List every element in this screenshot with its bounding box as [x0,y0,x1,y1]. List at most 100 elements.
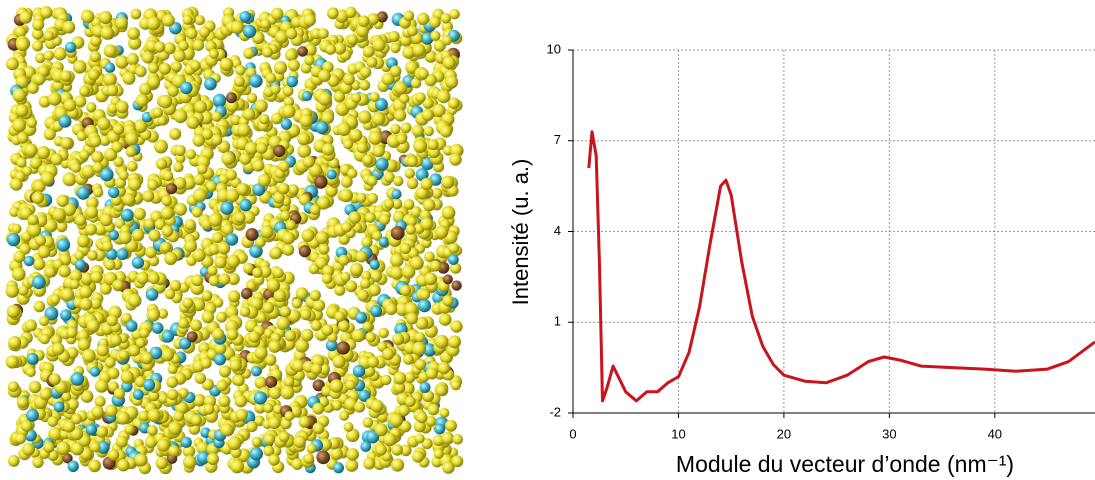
atom [182,176,196,190]
atom [37,245,51,259]
atom [356,141,369,154]
atom [207,265,218,276]
atom [43,50,55,61]
atom [295,338,310,353]
atom [425,367,438,380]
atom [421,108,434,122]
atom [278,431,290,443]
atom [284,411,295,422]
atom [327,7,339,19]
atom [147,179,159,191]
atom [76,131,87,142]
atom [242,24,257,39]
atom [234,394,248,408]
atom [141,352,153,364]
atom [309,289,321,302]
atom [118,170,129,181]
atom [297,132,310,146]
atom [79,149,90,161]
atom [254,401,266,414]
atom [99,10,113,25]
atom [116,248,129,261]
atom [351,93,362,103]
atom [148,272,160,285]
atom [354,401,366,413]
atom [186,116,200,129]
atom [368,131,383,145]
atom [168,445,180,457]
atom [318,69,331,82]
atom [391,189,402,200]
atom [71,413,82,425]
atom [378,236,389,247]
atom [16,396,29,408]
atom [74,259,86,271]
atom [404,396,416,407]
atom [194,15,205,26]
atom [92,162,104,173]
atom [277,182,290,195]
atom [26,352,39,365]
atom [14,25,27,38]
atom [43,441,55,453]
atom [151,322,164,334]
atom [230,459,245,474]
atom [225,188,240,203]
atom [357,289,369,302]
atom [252,159,265,172]
atom [126,53,139,66]
atom [174,144,186,157]
atom [384,198,395,209]
x-tick-label: 30 [882,426,896,441]
atom [89,441,101,453]
atom [439,407,450,418]
atom [115,16,129,30]
atom [227,436,242,451]
atom [70,442,84,456]
atom [203,403,215,415]
atom [72,60,87,74]
atom [282,244,295,256]
atom [441,175,455,189]
atom [442,56,456,70]
atom [107,102,118,114]
atom [431,187,443,199]
x-tick-label: 10 [671,426,685,441]
atom [28,380,42,394]
atom [79,297,93,311]
atom [6,232,21,247]
atom [310,320,322,331]
atom [345,458,359,472]
atom [104,259,116,271]
atom [371,112,386,126]
atom [138,410,150,422]
atom [147,75,161,89]
atom [234,212,246,224]
atom [60,288,75,302]
atom [434,334,449,349]
atom [285,220,296,231]
atom [108,229,119,241]
atom [345,280,358,293]
atom [22,442,35,456]
atom [438,313,452,326]
atom [422,343,437,357]
atom [366,56,378,68]
atom [56,220,68,233]
atom [273,267,284,279]
atom [260,225,274,239]
atom [287,59,300,72]
atom [360,441,372,452]
atom [53,401,65,413]
atom [208,243,220,255]
x-tick-label: 20 [777,426,791,441]
atom [206,452,220,466]
atom [40,171,55,186]
atom [316,450,331,465]
atom [436,89,451,104]
atom [89,50,101,63]
atom [450,262,462,274]
atom [19,11,33,24]
atom [143,378,156,392]
atom [362,45,375,58]
